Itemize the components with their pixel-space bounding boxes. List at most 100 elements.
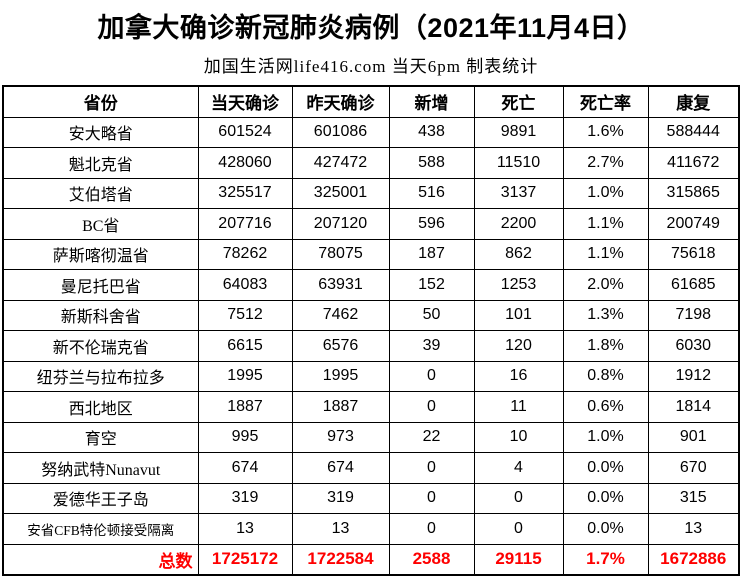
page-header: 加拿大确诊新冠肺炎病例（2021年11月4日） 加国生活网life416.com… bbox=[0, 6, 742, 77]
cell-value: 6576 bbox=[291, 330, 390, 362]
table-row: 努纳武特Nunavut 674 674 0 4 0.0% 670 bbox=[2, 452, 740, 484]
cell-value: 61685 bbox=[647, 269, 740, 301]
cell-value: 63931 bbox=[291, 269, 390, 301]
table-row: 爱德华王子岛 319 319 0 0 0.0% 315 bbox=[2, 482, 740, 514]
cell-value: 11510 bbox=[473, 147, 564, 179]
cell-value: 674 bbox=[291, 452, 390, 484]
cell-value: 78075 bbox=[291, 238, 390, 270]
cell-value: 78262 bbox=[197, 238, 293, 270]
cell-value: 101 bbox=[473, 299, 564, 331]
cell-value: 13 bbox=[197, 513, 293, 545]
total-value: 1.7% bbox=[562, 543, 649, 576]
cell-value: 973 bbox=[291, 421, 390, 453]
table-row: 曼尼托巴省 64083 63931 152 1253 2.0% 61685 bbox=[2, 269, 740, 301]
table-row: 魁北克省 428060 427472 588 11510 2.7% 411672 bbox=[2, 147, 740, 179]
column-header-4: 死亡 bbox=[473, 85, 564, 118]
province-name: 曼尼托巴省 bbox=[2, 269, 199, 301]
cell-value: 2200 bbox=[473, 208, 564, 240]
province-name: 艾伯塔省 bbox=[2, 177, 199, 209]
table-header-row: 省份 当天确诊 昨天确诊 新增 死亡 死亡率 康复 bbox=[2, 85, 740, 118]
cell-value: 1995 bbox=[197, 360, 293, 392]
cell-value: 1995 bbox=[291, 360, 390, 392]
cell-value: 428060 bbox=[197, 147, 293, 179]
page-subtitle: 加国生活网life416.com 当天6pm 制表统计 bbox=[203, 57, 539, 76]
cell-value: 325517 bbox=[197, 177, 293, 209]
cell-value: 411672 bbox=[647, 147, 740, 179]
table-row: 纽芬兰与拉布拉多 1995 1995 0 16 0.8% 1912 bbox=[2, 360, 740, 392]
cell-value: 0.0% bbox=[562, 452, 649, 484]
cell-value: 120 bbox=[473, 330, 564, 362]
cell-value: 596 bbox=[388, 208, 475, 240]
cell-value: 1.0% bbox=[562, 421, 649, 453]
province-name: 纽芬兰与拉布拉多 bbox=[2, 360, 199, 392]
cell-value: 4 bbox=[473, 452, 564, 484]
cell-value: 0.0% bbox=[562, 482, 649, 514]
province-name: BC省 bbox=[2, 208, 199, 240]
cell-value: 7512 bbox=[197, 299, 293, 331]
cell-value: 13 bbox=[291, 513, 390, 545]
column-header-6: 康复 bbox=[647, 85, 740, 118]
cell-value: 187 bbox=[388, 238, 475, 270]
cell-value: 315865 bbox=[647, 177, 740, 209]
cell-value: 1.6% bbox=[562, 116, 649, 148]
total-value: 1722584 bbox=[291, 543, 390, 576]
province-name: 新斯科舍省 bbox=[2, 299, 199, 331]
province-name: 萨斯喀彻温省 bbox=[2, 238, 199, 270]
province-name: 新不伦瑞克省 bbox=[2, 330, 199, 362]
total-label: 总数 bbox=[2, 543, 199, 576]
cell-value: 670 bbox=[647, 452, 740, 484]
table-row: 萨斯喀彻温省 78262 78075 187 862 1.1% 75618 bbox=[2, 238, 740, 270]
column-header-3: 新增 bbox=[388, 85, 475, 118]
cell-value: 427472 bbox=[291, 147, 390, 179]
province-name: 安大略省 bbox=[2, 116, 199, 148]
table-row: BC省 207716 207120 596 2200 1.1% 200749 bbox=[2, 208, 740, 240]
cell-value: 1814 bbox=[647, 391, 740, 423]
province-name: 努纳武特Nunavut bbox=[2, 452, 199, 484]
cell-value: 75618 bbox=[647, 238, 740, 270]
cell-value: 0 bbox=[388, 482, 475, 514]
cell-value: 315 bbox=[647, 482, 740, 514]
cell-value: 2.0% bbox=[562, 269, 649, 301]
cell-value: 1.1% bbox=[562, 238, 649, 270]
cell-value: 1887 bbox=[291, 391, 390, 423]
table-row: 新斯科舍省 7512 7462 50 101 1.3% 7198 bbox=[2, 299, 740, 331]
column-header-1: 当天确诊 bbox=[197, 85, 293, 118]
table-row: 艾伯塔省 325517 325001 516 3137 1.0% 315865 bbox=[2, 177, 740, 209]
cell-value: 6615 bbox=[197, 330, 293, 362]
cell-value: 588 bbox=[388, 147, 475, 179]
cell-value: 0.0% bbox=[562, 513, 649, 545]
cell-value: 0.6% bbox=[562, 391, 649, 423]
cell-value: 1.3% bbox=[562, 299, 649, 331]
cell-value: 2.7% bbox=[562, 147, 649, 179]
cell-value: 325001 bbox=[291, 177, 390, 209]
cell-value: 0 bbox=[388, 452, 475, 484]
cell-value: 207716 bbox=[197, 208, 293, 240]
column-header-5: 死亡率 bbox=[562, 85, 649, 118]
cell-value: 1253 bbox=[473, 269, 564, 301]
table-row: 安省CFB特伦顿接受隔离 13 13 0 0 0.0% 13 bbox=[2, 513, 740, 545]
table-row: 育空 995 973 22 10 1.0% 901 bbox=[2, 421, 740, 453]
cell-value: 0 bbox=[388, 391, 475, 423]
cell-value: 3137 bbox=[473, 177, 564, 209]
cell-value: 200749 bbox=[647, 208, 740, 240]
cell-value: 319 bbox=[291, 482, 390, 514]
cell-value: 0.8% bbox=[562, 360, 649, 392]
cell-value: 22 bbox=[388, 421, 475, 453]
cell-value: 601524 bbox=[197, 116, 293, 148]
cell-value: 674 bbox=[197, 452, 293, 484]
cell-value: 588444 bbox=[647, 116, 740, 148]
table-row: 新不伦瑞克省 6615 6576 39 120 1.8% 6030 bbox=[2, 330, 740, 362]
column-header-0: 省份 bbox=[2, 85, 199, 118]
total-value: 1725172 bbox=[197, 543, 293, 576]
total-value: 29115 bbox=[473, 543, 564, 576]
cell-value: 13 bbox=[647, 513, 740, 545]
cell-value: 7462 bbox=[291, 299, 390, 331]
cell-value: 16 bbox=[473, 360, 564, 392]
province-name: 安省CFB特伦顿接受隔离 bbox=[2, 513, 199, 545]
page-title: 加拿大确诊新冠肺炎病例（2021年11月4日） bbox=[97, 13, 645, 43]
cell-value: 10 bbox=[473, 421, 564, 453]
cell-value: 1.0% bbox=[562, 177, 649, 209]
cell-value: 9891 bbox=[473, 116, 564, 148]
cell-value: 516 bbox=[388, 177, 475, 209]
cell-value: 901 bbox=[647, 421, 740, 453]
